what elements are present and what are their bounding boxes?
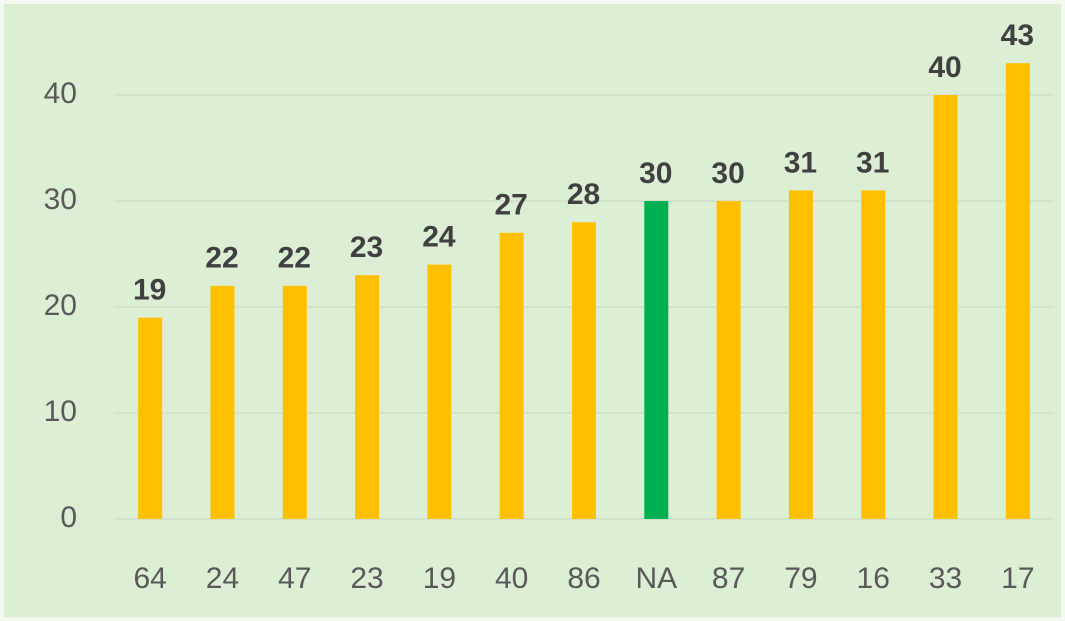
bar — [1005, 63, 1030, 519]
y-tick-label: 0 — [60, 501, 77, 534]
value-label: 23 — [350, 231, 383, 264]
bar — [644, 201, 669, 519]
x-tick-label: 87 — [712, 562, 745, 595]
x-tick-label: 19 — [423, 562, 456, 595]
x-tick-label: 17 — [1001, 562, 1034, 595]
bar — [861, 190, 886, 519]
bar — [716, 201, 741, 519]
bar — [282, 285, 307, 519]
x-tick-label: 47 — [278, 562, 311, 595]
x-tick-label: 86 — [567, 562, 600, 595]
x-tick-label: 79 — [784, 562, 817, 595]
x-tick-label: 16 — [857, 562, 890, 595]
x-tick-label: 64 — [133, 562, 166, 595]
x-tick-label: 24 — [206, 562, 239, 595]
bar — [572, 222, 596, 519]
value-label: 19 — [133, 274, 166, 307]
value-label: 31 — [784, 146, 817, 179]
value-label: 22 — [205, 242, 238, 275]
bar — [138, 317, 163, 519]
bar — [933, 95, 958, 519]
value-label: 27 — [495, 189, 528, 222]
x-tick-label: 40 — [495, 562, 528, 595]
bar — [210, 285, 235, 519]
bar — [355, 275, 380, 519]
x-tick-label: 33 — [929, 562, 962, 595]
y-tick-label: 30 — [44, 183, 77, 216]
value-label: 22 — [278, 242, 311, 275]
value-label: 30 — [639, 157, 672, 190]
value-label: 43 — [1001, 19, 1034, 52]
x-tick-label: 23 — [350, 562, 383, 595]
value-label: 30 — [711, 157, 744, 190]
value-label: 40 — [928, 51, 961, 84]
bar — [427, 264, 452, 519]
x-tick-label: NA — [635, 562, 677, 595]
y-tick-label: 10 — [44, 395, 77, 428]
bar — [788, 190, 813, 519]
value-label: 28 — [567, 178, 600, 211]
value-label: 24 — [422, 221, 456, 254]
y-tick-label: 40 — [44, 77, 77, 110]
chart-background — [4, 4, 1061, 617]
value-label: 31 — [856, 146, 889, 179]
bar — [499, 232, 524, 520]
y-tick-label: 20 — [44, 289, 77, 322]
